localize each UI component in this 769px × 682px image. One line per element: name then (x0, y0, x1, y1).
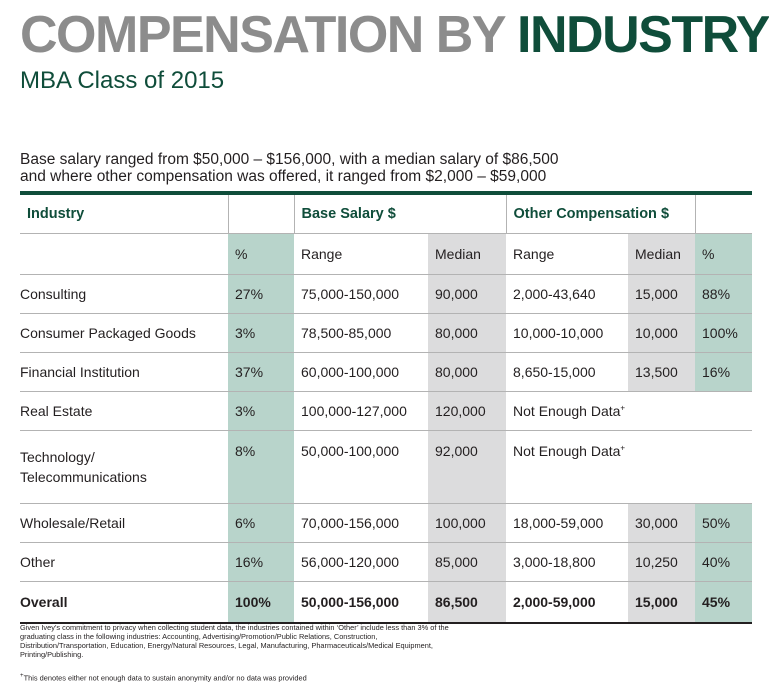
page-title: COMPENSATION BY INDUSTRY (20, 6, 769, 64)
industry-pct: 16% (228, 542, 294, 582)
other-pct: 40% (695, 542, 753, 582)
intro-line-1: Base salary ranged from $50,000 – $156,0… (20, 151, 559, 168)
other-median: 10,250 (628, 542, 696, 582)
industry-name: Other (20, 542, 228, 582)
base-median: 90,000 (428, 274, 507, 314)
table-row: Wholesale/Retail 6% 70,000-156,000 100,0… (20, 503, 753, 543)
other-not-enough-data: Not Enough Data+ (506, 391, 753, 431)
no-data-footnote: +This denotes either not enough data to … (20, 671, 307, 682)
overall-label: Overall (20, 581, 228, 624)
other-range: 3,000-18,800 (506, 542, 629, 582)
base-median: 80,000 (428, 352, 507, 392)
not-enough-data-text: Not Enough Data (513, 403, 621, 419)
other-pct: 50% (695, 503, 753, 543)
header-other-compensation: Other Compensation $ (505, 195, 696, 234)
page-subtitle: MBA Class of 2015 (20, 67, 225, 94)
industry-pct: 8% (228, 430, 294, 504)
overall-other-median: 15,000 (628, 581, 696, 624)
industry-name: Real Estate (20, 391, 228, 431)
base-range: 75,000-150,000 (294, 274, 428, 314)
other-range: 2,000-43,640 (506, 274, 629, 314)
base-median: 100,000 (428, 503, 507, 543)
sub-header-pct: % (228, 233, 294, 275)
industry-name: Technology/ Telecommunications (20, 430, 228, 504)
overall-base-median: 86,500 (428, 581, 507, 624)
other-median: 10,000 (628, 313, 696, 353)
other-pct: 16% (695, 352, 753, 392)
overall-other-pct: 45% (695, 581, 753, 624)
table-row: Financial Institution 37% 60,000-100,000… (20, 352, 753, 392)
base-range: 50,000-100,000 (294, 430, 428, 504)
intro-line-2: and where other compensation was offered… (20, 168, 547, 185)
base-range: 60,000-100,000 (294, 352, 428, 392)
sub-header-empty (20, 233, 228, 275)
industry-name: Wholesale/Retail (20, 503, 228, 543)
overall-pct: 100% (228, 581, 294, 624)
base-range: 56,000-120,000 (294, 542, 428, 582)
table-sub-header-row: % Range Median Range Median % (20, 233, 753, 275)
other-median: 13,500 (628, 352, 696, 392)
sub-header-base-median: Median (428, 233, 507, 275)
industry-pct: 37% (228, 352, 294, 392)
other-not-enough-data: Not Enough Data+ (506, 430, 753, 504)
header-industry: Industry (20, 195, 228, 234)
not-enough-data-text: Not Enough Data (513, 443, 621, 459)
sub-header-other-pct: % (695, 233, 753, 275)
industry-name-line-1: Technology/ (20, 449, 95, 465)
header-base-salary: Base Salary $ (293, 195, 507, 234)
table-row: Consumer Packaged Goods 3% 78,500-85,000… (20, 313, 753, 353)
base-median: 92,000 (428, 430, 507, 504)
other-pct: 88% (695, 274, 753, 314)
base-median: 80,000 (428, 313, 507, 353)
industry-name: Consulting (20, 274, 228, 314)
compensation-table: Industry Base Salary $ Other Compensatio… (20, 195, 753, 624)
other-range: 8,650-15,000 (506, 352, 629, 392)
sub-header-base-range: Range (294, 233, 428, 275)
privacy-footnote: Given Ivey’s commitment to privacy when … (20, 623, 449, 659)
header-empty (227, 195, 294, 234)
industry-pct: 6% (228, 503, 294, 543)
other-range: 10,000-10,000 (506, 313, 629, 353)
table-row: Other 16% 56,000-120,000 85,000 3,000-18… (20, 542, 753, 582)
base-median: 120,000 (428, 391, 507, 431)
industry-name: Consumer Packaged Goods (20, 313, 228, 353)
overall-row: Overall 100% 50,000-156,000 86,500 2,000… (20, 581, 753, 624)
base-range: 78,500-85,000 (294, 313, 428, 353)
sub-header-other-range: Range (506, 233, 629, 275)
table-row: Consulting 27% 75,000-150,000 90,000 2,0… (20, 274, 753, 314)
not-enough-data-mark: + (620, 403, 626, 413)
table-top-rule (20, 191, 752, 195)
other-median: 30,000 (628, 503, 696, 543)
industry-name: Financial Institution (20, 352, 228, 392)
title-part-compensation-by: COMPENSATION BY (20, 6, 506, 64)
table-row: Real Estate 3% 100,000-127,000 120,000 N… (20, 391, 753, 431)
title-part-industry: INDUSTRY (517, 6, 769, 64)
other-median: 15,000 (628, 274, 696, 314)
footnote-plus-mark: + (20, 672, 24, 679)
table-group-header-row: Industry Base Salary $ Other Compensatio… (20, 195, 753, 234)
overall-base-range: 50,000-156,000 (294, 581, 428, 624)
not-enough-data-mark: + (620, 443, 626, 453)
footnote-no-data-text: This denotes either not enough data to s… (23, 673, 307, 682)
intro-text: Base salary ranged from $50,000 – $156,0… (20, 151, 559, 185)
base-range: 100,000-127,000 (294, 391, 428, 431)
table-row: Technology/ Telecommunications 8% 50,000… (20, 430, 753, 504)
overall-other-range: 2,000-59,000 (506, 581, 629, 624)
industry-name-line-2: Telecommunications (20, 469, 147, 485)
other-range: 18,000-59,000 (506, 503, 629, 543)
industry-pct: 3% (228, 391, 294, 431)
industry-pct: 3% (228, 313, 294, 353)
sub-header-other-median: Median (628, 233, 696, 275)
other-pct: 100% (695, 313, 753, 353)
base-range: 70,000-156,000 (294, 503, 428, 543)
industry-pct: 27% (228, 274, 294, 314)
header-empty-2 (694, 195, 753, 234)
base-median: 85,000 (428, 542, 507, 582)
